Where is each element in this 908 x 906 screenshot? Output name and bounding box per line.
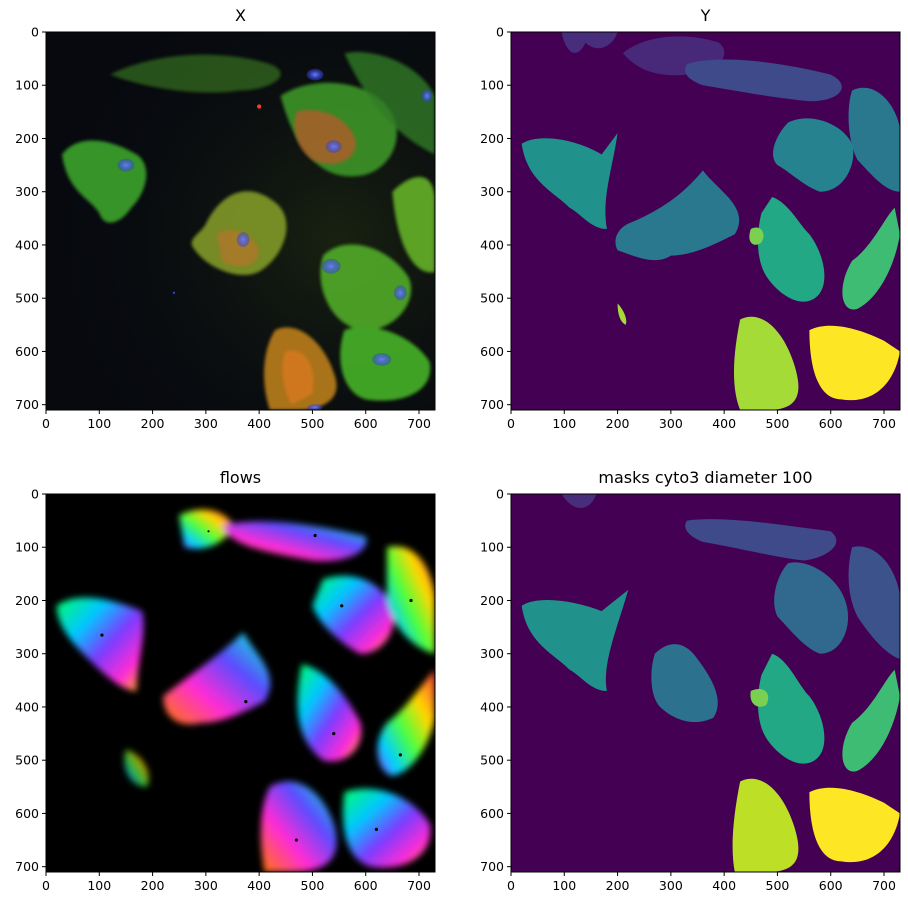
y-tick-label: 100 <box>480 540 504 555</box>
x-tick-label: 700 <box>407 878 431 893</box>
axes-border <box>45 31 436 411</box>
panel-flows: 0 100 200 300 400 500 600 700010020030040050060… <box>15 487 436 893</box>
panel-x: 0 100 200 300 400 500 600 700010020030040050060… <box>15 25 436 431</box>
y-tick-label: 200 <box>480 131 504 146</box>
x-tick-label: 500 <box>301 878 325 893</box>
y-tick-label: 0 <box>496 487 504 502</box>
y-tick-label: 0 <box>31 25 39 40</box>
y-tick-label: 0 <box>31 487 39 502</box>
y-tick-label: 400 <box>480 237 504 252</box>
x-tick-label: 700 <box>872 878 896 893</box>
x-tick-label: 600 <box>354 416 378 431</box>
x-tick-label: 200 <box>606 878 630 893</box>
image-y <box>511 32 900 410</box>
y-tick-label: 700 <box>480 397 504 412</box>
y-tick-label: 400 <box>15 699 39 714</box>
image-flows <box>46 494 435 872</box>
y-tick-label: 100 <box>15 540 39 555</box>
x-tick-label: 400 <box>247 878 271 893</box>
panel-title-flows: flows <box>219 468 262 487</box>
axes-border <box>45 493 436 873</box>
x-tick-label: 200 <box>141 878 165 893</box>
x-tick-label: 100 <box>552 878 576 893</box>
x-tick-label: 500 <box>766 878 790 893</box>
x-tick-label: 600 <box>819 416 843 431</box>
y-tick-label: 700 <box>15 397 39 412</box>
y-tick-label: 200 <box>15 593 39 608</box>
x-tick-label: 400 <box>247 416 271 431</box>
x-tick-label: 200 <box>606 416 630 431</box>
x-tick-label: 300 <box>194 878 218 893</box>
image-masks <box>511 494 900 872</box>
x-tick-label: 300 <box>194 416 218 431</box>
x-tick-label: 0 <box>42 416 50 431</box>
y-tick-label: 0 <box>496 25 504 40</box>
axes-frame-flows: 0 100 200 300 400 500 600 700010020030040050060… <box>15 487 436 893</box>
y-tick-label: 600 <box>480 344 504 359</box>
panel-y: 0 100 200 300 400 500 600 700010020030040050060… <box>480 25 901 431</box>
x-tick-label: 200 <box>141 416 165 431</box>
y-tick-label: 700 <box>480 859 504 874</box>
x-tick-label: 700 <box>872 416 896 431</box>
axes-border <box>510 31 901 411</box>
y-tick-label: 300 <box>15 646 39 661</box>
x-tick-label: 400 <box>712 416 736 431</box>
y-tick-label: 400 <box>15 237 39 252</box>
y-tick-label: 200 <box>480 593 504 608</box>
x-tick-label: 500 <box>766 416 790 431</box>
x-tick-label: 0 <box>507 416 515 431</box>
x-tick-label: 700 <box>407 416 431 431</box>
y-tick-label: 500 <box>15 753 39 768</box>
x-tick-label: 100 <box>87 416 111 431</box>
y-tick-label: 100 <box>15 78 39 93</box>
axes-frame-y: 0 100 200 300 400 500 600 700010020030040050060… <box>480 25 901 431</box>
y-tick-label: 300 <box>480 646 504 661</box>
panel-title-y: Y <box>700 6 711 25</box>
x-tick-label: 600 <box>354 878 378 893</box>
y-tick-label: 700 <box>15 859 39 874</box>
x-tick-label: 300 <box>659 416 683 431</box>
x-tick-label: 100 <box>552 416 576 431</box>
y-tick-label: 500 <box>480 753 504 768</box>
axes-border <box>510 493 901 873</box>
panel-title-x: X <box>235 6 246 25</box>
x-tick-label: 0 <box>42 878 50 893</box>
y-tick-label: 300 <box>15 184 39 199</box>
y-tick-label: 500 <box>480 291 504 306</box>
axes-frame-masks: 0 100 200 300 400 500 600 700010020030040050060… <box>480 487 901 893</box>
y-tick-label: 600 <box>15 344 39 359</box>
x-tick-label: 300 <box>659 878 683 893</box>
x-tick-label: 500 <box>301 416 325 431</box>
x-tick-label: 400 <box>712 878 736 893</box>
y-tick-label: 300 <box>480 184 504 199</box>
x-tick-label: 0 <box>507 878 515 893</box>
panel-masks: 0 100 200 300 400 500 600 700010020030040050060… <box>480 487 901 893</box>
y-tick-label: 500 <box>15 291 39 306</box>
image-x <box>46 32 435 410</box>
y-tick-label: 600 <box>480 806 504 821</box>
y-tick-label: 200 <box>15 131 39 146</box>
y-tick-label: 100 <box>480 78 504 93</box>
x-tick-label: 600 <box>819 878 843 893</box>
y-tick-label: 400 <box>480 699 504 714</box>
x-tick-label: 100 <box>87 878 111 893</box>
y-tick-label: 600 <box>15 806 39 821</box>
panel-title-masks: masks cyto3 diameter 100 <box>598 468 813 487</box>
axes-frame-x: 0 100 200 300 400 500 600 700010020030040050060… <box>15 25 436 431</box>
